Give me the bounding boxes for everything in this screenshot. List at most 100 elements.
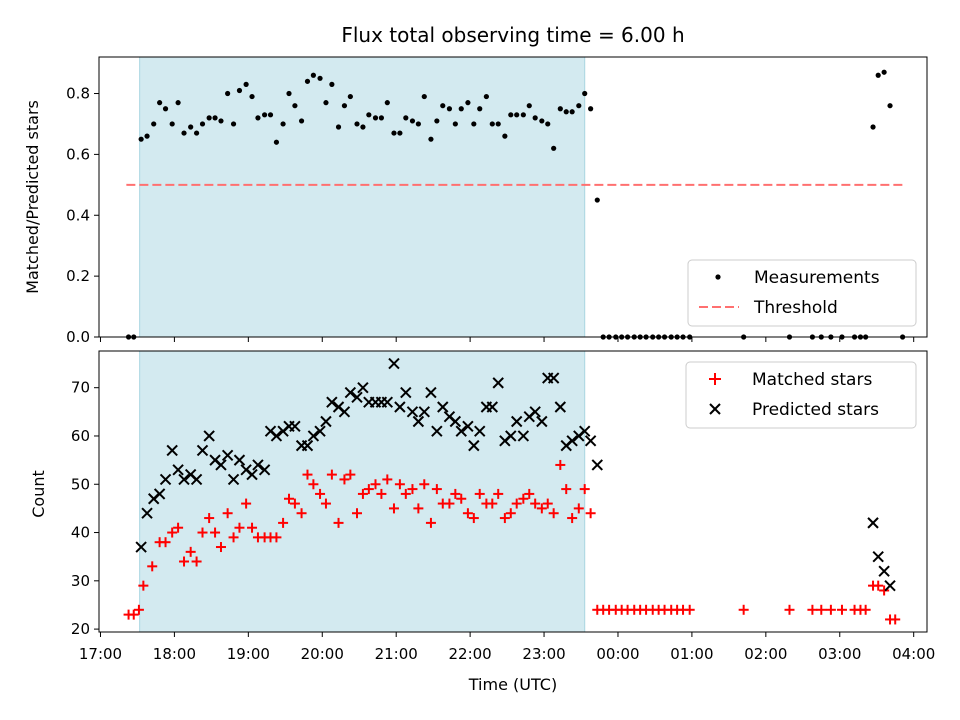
matched-star-point <box>339 474 350 485</box>
matched-star-point <box>296 508 307 519</box>
measurement-point <box>495 121 501 127</box>
predicted-star-point <box>425 386 437 399</box>
matched-star-point <box>197 527 208 538</box>
measurement-point <box>157 100 163 106</box>
measurement-point <box>594 197 600 203</box>
x-tick-label: 03:00 <box>818 645 861 663</box>
measurement-point <box>446 106 453 112</box>
measurement-point <box>539 118 545 124</box>
predicted-star-point <box>474 425 486 437</box>
measurement-point <box>218 118 224 124</box>
matched-star-point <box>376 488 387 499</box>
matched-star-point <box>456 493 467 504</box>
predicted-star-point <box>221 449 234 461</box>
x-tick-label: 22:00 <box>449 645 492 663</box>
count-y-axis-label: Count <box>29 470 48 518</box>
matched-star-point <box>228 532 239 543</box>
measurement-point <box>384 100 390 106</box>
matched-star-point <box>474 488 485 499</box>
measurement-point <box>262 112 268 118</box>
measurement-point <box>378 115 385 121</box>
predicted-star-point <box>344 386 357 399</box>
measurement-point <box>354 121 360 127</box>
measurement-point <box>347 93 353 100</box>
matched-star-point <box>573 503 584 514</box>
x-tick-label: 01:00 <box>670 645 713 663</box>
x-axis-label: Time (UTC) <box>468 675 557 694</box>
predicted-star-point <box>233 454 246 466</box>
predicted-star-point <box>884 579 896 592</box>
predicted-star-point <box>566 435 578 447</box>
x-tick-label: 21:00 <box>375 645 418 663</box>
predicted-star-point <box>301 439 314 452</box>
x-tick-label: 23:00 <box>522 645 565 663</box>
matched-star-point <box>536 503 547 514</box>
predicted-star-point <box>394 401 406 413</box>
y-tick-label: 60 <box>71 427 90 445</box>
matched-star-point <box>315 488 326 499</box>
matched-star-point <box>185 546 196 557</box>
x-tick-label: 00:00 <box>596 645 639 663</box>
matched-star-point <box>173 522 184 533</box>
predicted-star-point <box>258 464 271 476</box>
measurement-point <box>502 133 508 139</box>
predicted-star-point <box>536 415 548 428</box>
measurement-point <box>508 112 514 118</box>
predicted-star-point <box>584 435 597 447</box>
matched-star-point <box>542 498 553 509</box>
matched-star-point <box>191 556 202 567</box>
x-tick-label: 18:00 <box>153 645 196 663</box>
measurement-point <box>329 81 335 87</box>
matched-star-point <box>444 498 455 509</box>
measurement-point <box>298 118 305 124</box>
measurement-point <box>286 90 292 97</box>
legend-matched-marker <box>709 373 721 385</box>
matched-star-point <box>450 488 461 499</box>
y-tick-label: 40 <box>71 524 90 542</box>
predicted-star-point <box>872 550 884 563</box>
predicted-star-point <box>270 430 283 442</box>
predicted-star-point <box>468 439 480 452</box>
y-tick-label: 30 <box>71 572 90 590</box>
measurement-point <box>465 100 471 106</box>
measurement-point <box>415 121 421 127</box>
y-tick-label: 0.2 <box>66 267 90 285</box>
legend-predicted-label: Predicted stars <box>752 400 879 420</box>
measurement-point <box>169 121 175 127</box>
predicted-star-point <box>486 401 499 413</box>
measurement-point <box>249 93 255 100</box>
matched-star-point <box>738 604 749 615</box>
measurement-point <box>551 145 557 151</box>
measurement-point <box>532 115 538 121</box>
measurement-point <box>397 130 403 136</box>
matched-star-point <box>555 459 566 470</box>
predicted-star-point <box>203 430 215 442</box>
matched-star-point <box>271 532 282 543</box>
measurement-point <box>440 103 446 109</box>
ratio-panel: Flux total observing time = 6.00 h Match… <box>23 23 928 346</box>
measurement-point <box>212 115 218 121</box>
matched-star-point <box>363 484 374 495</box>
matched-star-point <box>138 580 149 591</box>
measurement-point <box>557 106 563 112</box>
predicted-star-point <box>437 401 449 413</box>
ratio-legend-box <box>687 259 917 327</box>
predicted-star-point <box>449 415 462 428</box>
y-tick-label: 70 <box>71 379 90 397</box>
measurement-point <box>881 69 887 75</box>
matched-star-point <box>825 604 836 615</box>
y-tick-label: 0.6 <box>66 145 90 163</box>
predicted-star-point <box>141 507 153 519</box>
predicted-star-point <box>510 415 523 428</box>
measurement-point <box>199 121 206 127</box>
predicted-star-point <box>159 473 172 486</box>
measurement-point <box>576 103 582 109</box>
measurement-point <box>471 121 477 127</box>
legend-measurements-label: Measurements <box>754 268 880 288</box>
predicted-star-point <box>579 425 591 437</box>
matched-star-point <box>241 498 252 509</box>
measurement-point <box>273 139 280 145</box>
predicted-star-point <box>462 420 474 433</box>
matched-star-point <box>302 469 313 480</box>
measurement-point <box>181 130 187 136</box>
